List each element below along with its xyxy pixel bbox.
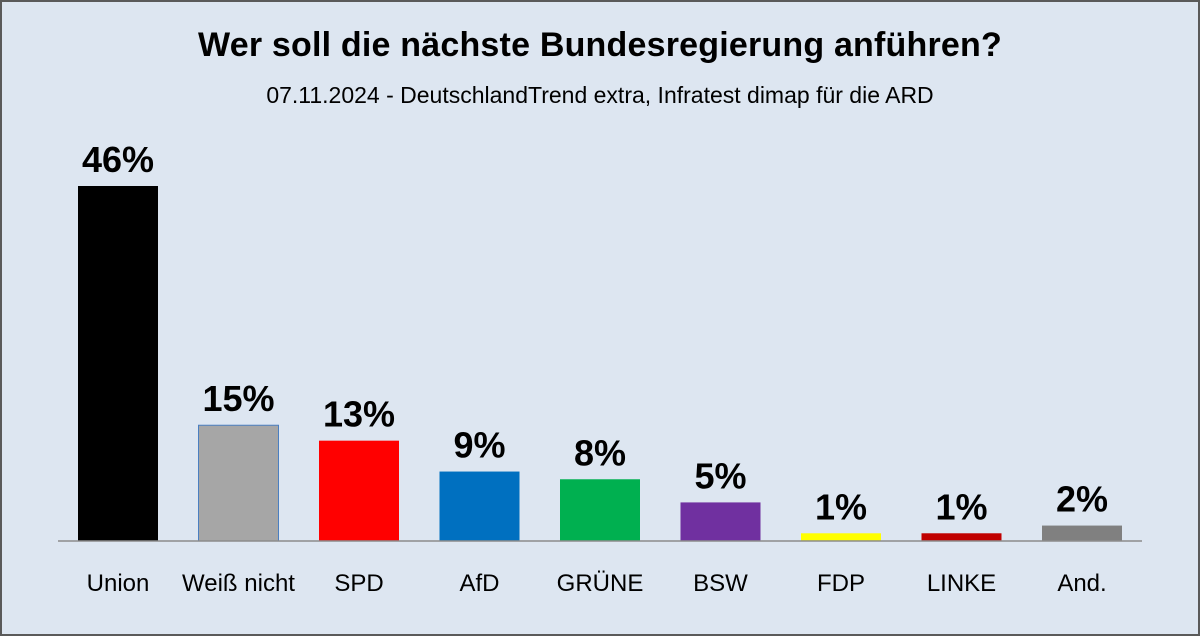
bar-spd <box>319 440 399 541</box>
value-label: 1% <box>815 486 867 527</box>
category-label: SPD <box>334 570 383 597</box>
category-label: And. <box>1057 570 1106 597</box>
category-label: FDP <box>817 570 865 597</box>
bar-fdp <box>801 533 881 541</box>
value-label: 46% <box>82 139 154 180</box>
bar-bsw <box>680 502 761 541</box>
value-label: 5% <box>694 455 746 496</box>
bar-afd <box>439 471 520 541</box>
value-label: 1% <box>935 486 987 527</box>
bar-union <box>78 186 158 541</box>
chart-subtitle: 07.11.2024 - DeutschlandTrend extra, Inf… <box>266 82 934 108</box>
category-label: GRÜNE <box>557 570 644 597</box>
chart-title: Wer soll die nächste Bundesregierung anf… <box>198 26 1002 64</box>
category-label: LINKE <box>927 570 996 597</box>
bar-and- <box>1042 525 1122 541</box>
value-label: 2% <box>1056 479 1108 520</box>
bar-linke <box>921 533 1002 541</box>
bar-weiß-nicht <box>198 424 279 542</box>
bar-grüne <box>560 479 640 541</box>
value-label: 15% <box>202 378 274 419</box>
value-label: 9% <box>453 425 505 466</box>
category-label: Union <box>87 570 150 597</box>
category-label: AfD <box>459 570 499 597</box>
category-label: Weiß nicht <box>182 570 295 597</box>
value-label: 13% <box>323 394 395 435</box>
value-label: 8% <box>574 432 626 473</box>
category-label: BSW <box>693 570 748 597</box>
